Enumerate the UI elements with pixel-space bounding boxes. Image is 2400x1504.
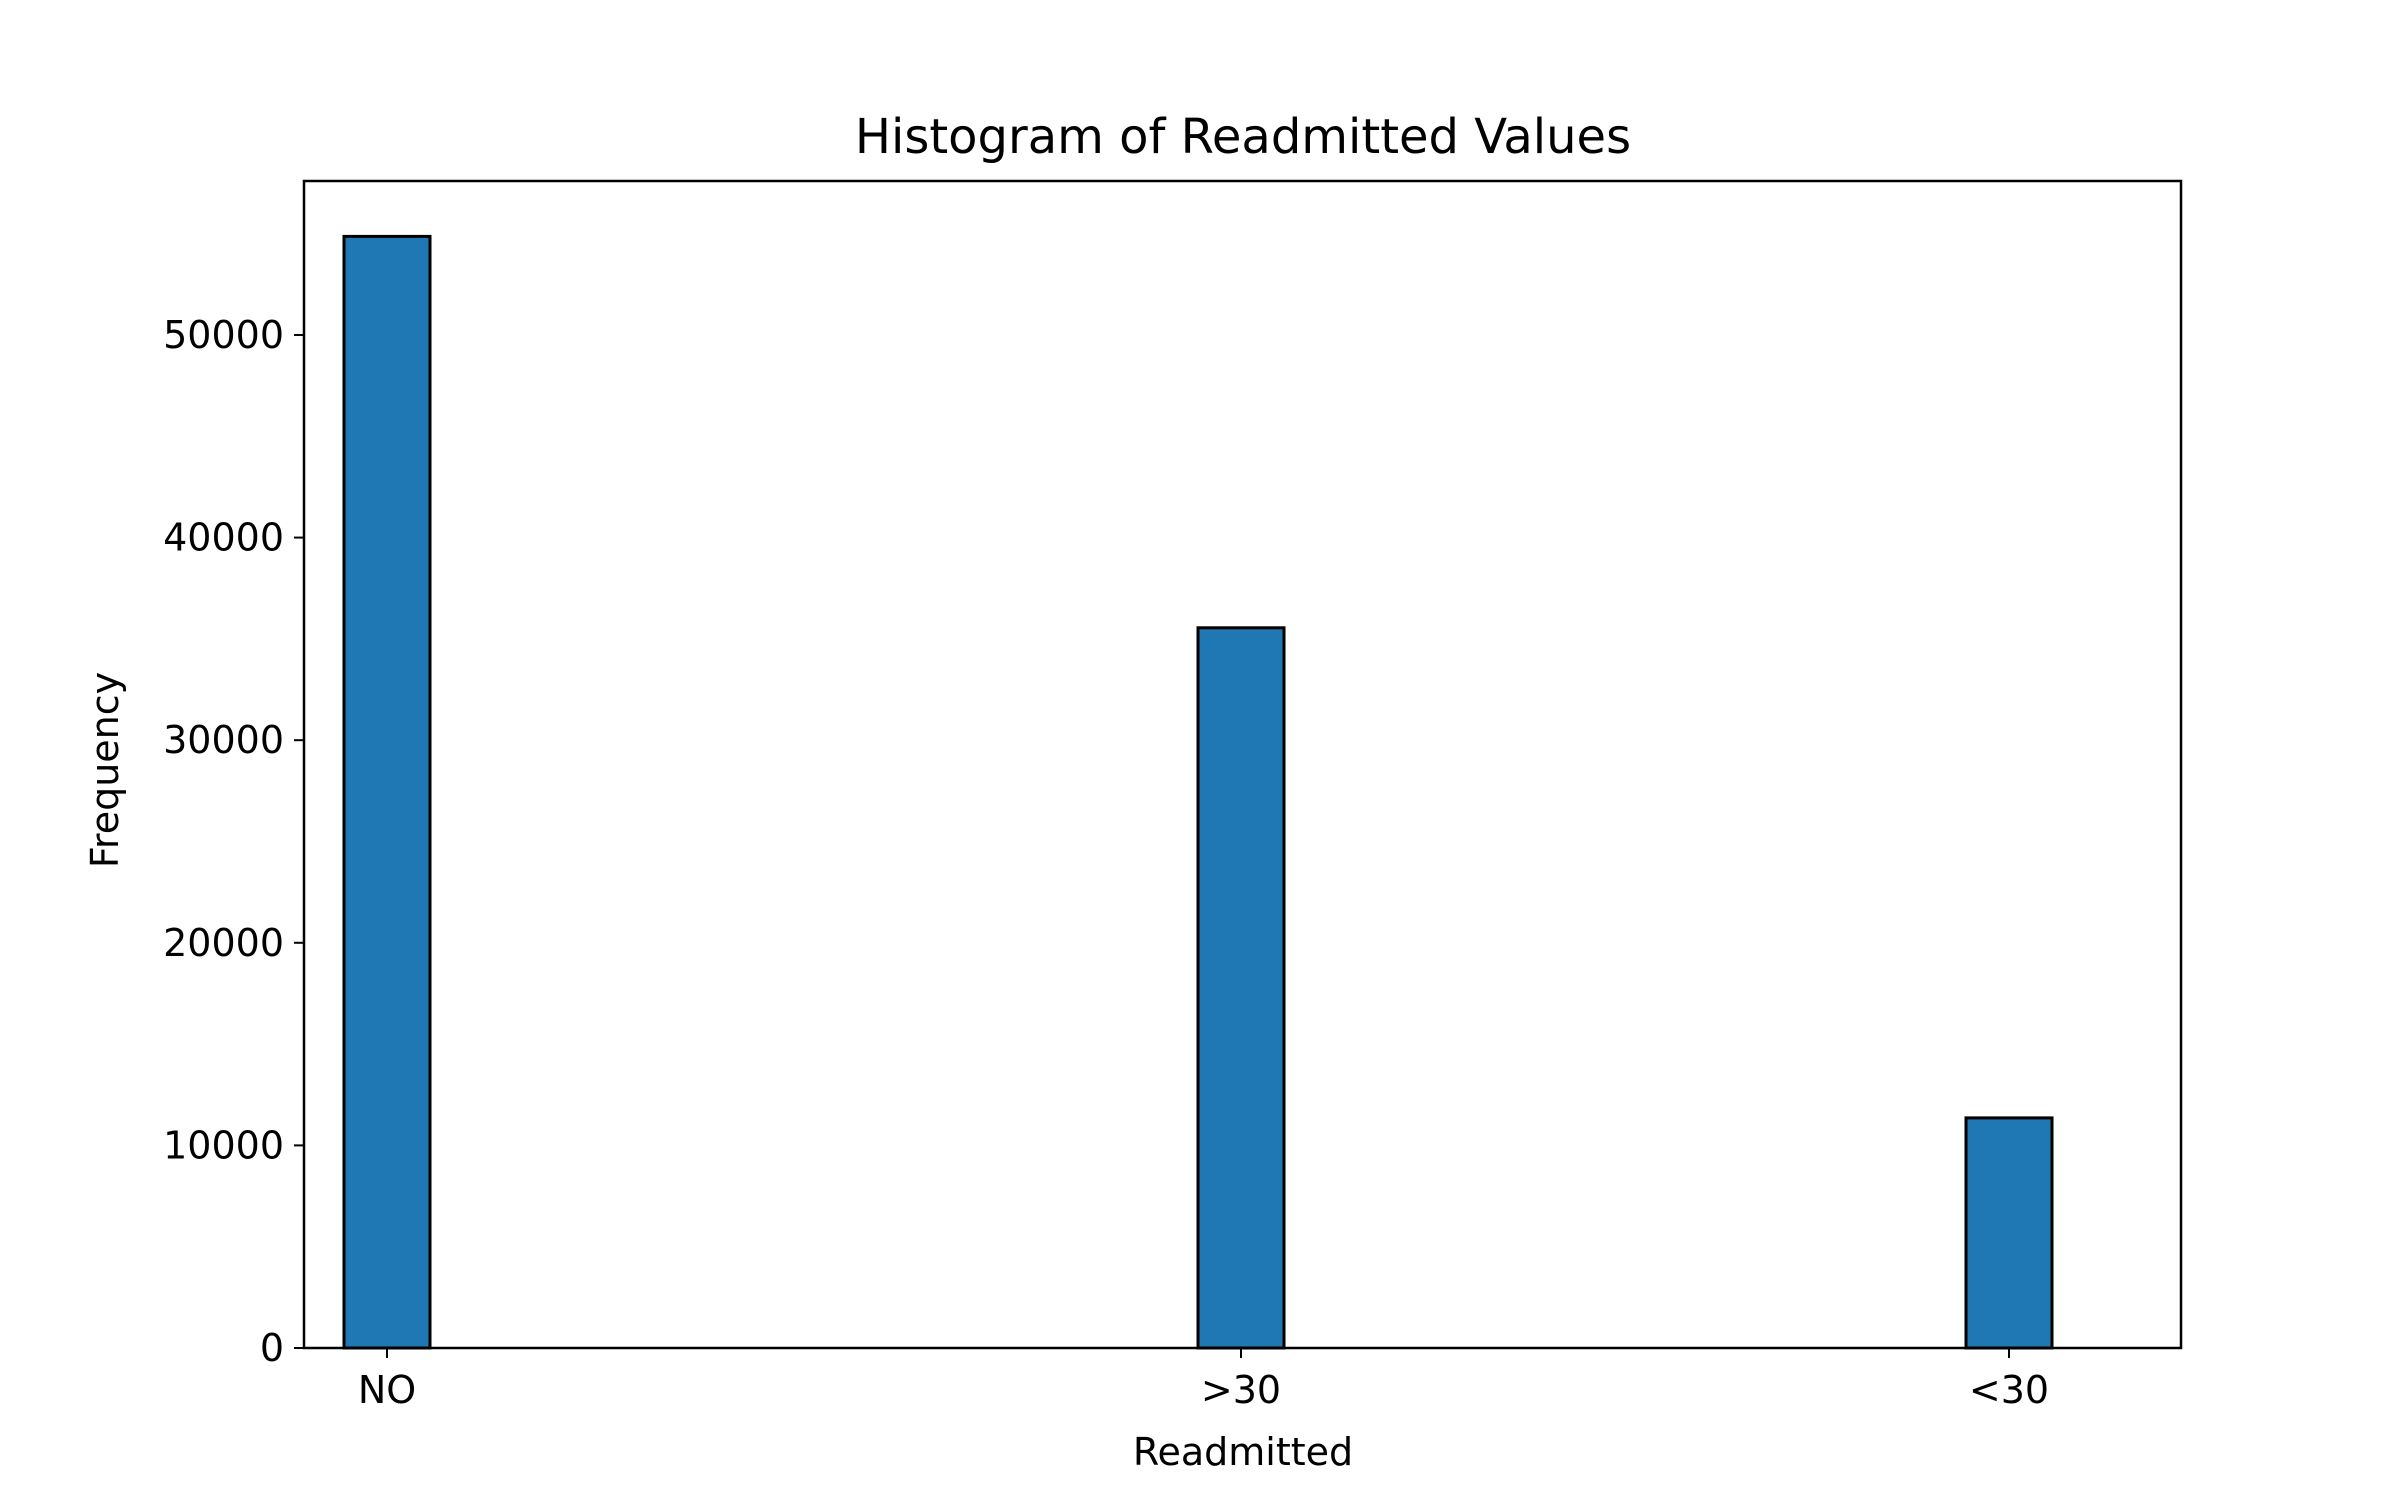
y-axis-label: Frequency [83,672,127,868]
y-tick-label: 50000 [163,313,284,357]
chart-title: Histogram of Readmitted Values [855,109,1631,165]
bar-1 [1196,626,1286,1350]
x-tick-label: >30 [1201,1368,1281,1412]
x-axis-label: Readmitted [1133,1430,1353,1474]
y-tick-label: 20000 [163,921,284,965]
y-tick-label: 10000 [163,1123,284,1167]
bar-2 [1964,1116,2054,1350]
y-axis-ticks: 0 10000 20000 30000 40000 50000 [163,313,304,1370]
bars-layer [342,234,2054,1350]
x-tick-label: NO [358,1368,416,1412]
x-tick-label: <30 [1969,1368,2049,1412]
y-tick-label: 30000 [163,718,284,762]
plot-area-frame [302,179,2183,1350]
x-axis-ticks: NO >30 <30 [358,1348,2049,1412]
y-tick-label: 40000 [163,516,284,560]
bar-0 [342,234,432,1350]
y-tick-label: 0 [260,1326,284,1370]
